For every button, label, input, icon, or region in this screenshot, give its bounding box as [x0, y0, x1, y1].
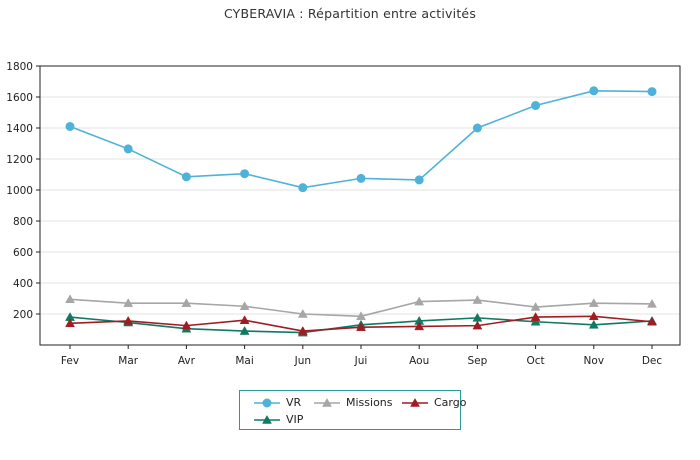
series-line-vr: [69, 89, 653, 189]
x-tick-label: Jui: [354, 355, 368, 367]
series-cargo: [65, 311, 657, 335]
data-point-cargo: [530, 312, 541, 321]
data-point-vr: [589, 86, 599, 96]
x-tick-label: Dec: [642, 355, 663, 367]
data-point-missions: [123, 298, 134, 307]
legend-label: Missions: [346, 396, 393, 409]
data-point-vr: [414, 175, 424, 185]
data-point-cargo: [356, 322, 366, 331]
series-missions: [65, 294, 657, 321]
x-tick-label: Avr: [178, 355, 196, 367]
legend-swatch: [254, 414, 280, 424]
data-point-vr: [531, 101, 541, 111]
data-point-vr: [240, 169, 250, 179]
legend-swatch: [254, 398, 280, 408]
data-point-vr: [647, 87, 657, 97]
x-tick-label: Oct: [527, 355, 545, 367]
data-point-missions: [530, 302, 541, 311]
y-tick-label: 1000: [6, 185, 33, 197]
x-tick-label: Mar: [118, 355, 138, 367]
x-tick-label: Aou: [409, 355, 429, 367]
y-tick-label: 1400: [6, 123, 33, 135]
x-tick-label: Mai: [235, 355, 253, 367]
data-point-missions: [647, 298, 657, 308]
data-point-cargo: [239, 315, 250, 324]
data-point-cargo: [123, 315, 134, 325]
data-point-cargo: [588, 311, 599, 321]
x-axis: Fev Mar Avr Mai Jun Jui Aou Sep Oct Nov Dec: [61, 345, 662, 367]
y-tick-label: 600: [13, 247, 33, 259]
legend-marker: [322, 397, 332, 407]
data-point-vip: [588, 319, 599, 329]
data-point-missions: [181, 298, 192, 307]
chart-title: CYBERAVIA : Répartition entre activités: [223, 6, 477, 21]
data-point-missions: [356, 311, 366, 321]
data-point-vr: [181, 172, 191, 182]
legend-swatch: [402, 397, 428, 407]
legend-label: VR: [286, 396, 302, 409]
data-point-missions: [239, 301, 250, 310]
legend-label: VIP: [286, 413, 304, 426]
y-tick-label: 400: [13, 278, 33, 290]
legend-label: Cargo: [434, 396, 467, 409]
x-tick-label: Nov: [584, 355, 605, 367]
legend-marker: [262, 398, 272, 408]
x-tick-label: Fev: [61, 355, 79, 367]
y-tick-label: 1600: [6, 92, 33, 104]
data-point-vr: [298, 183, 308, 193]
y-axis: 200 400 600 800 1000 1200 1400 1600 1800: [6, 61, 40, 321]
y-tick-label: 1800: [6, 61, 33, 73]
data-point-cargo: [414, 321, 425, 331]
data-point-missions: [414, 296, 425, 306]
y-tick-label: 1200: [6, 154, 33, 166]
legend-marker: [410, 397, 420, 407]
data-point-missions: [472, 295, 483, 304]
legend-swatch: [314, 397, 340, 407]
data-point-missions: [65, 294, 75, 304]
data-point-vr: [123, 144, 133, 154]
data-point-cargo: [65, 318, 75, 328]
legend-marker: [262, 414, 272, 424]
data-point-vr: [356, 173, 366, 183]
series-layer: [65, 86, 657, 337]
data-point-missions: [588, 298, 599, 307]
series-vr: [65, 86, 657, 193]
data-point-vr: [65, 121, 75, 131]
data-point-vip: [239, 326, 250, 335]
data-point-cargo: [472, 320, 483, 330]
x-tick-label: Sep: [468, 355, 488, 367]
x-tick-label: Jun: [294, 355, 311, 367]
data-point-cargo: [297, 326, 308, 335]
data-point-cargo: [647, 316, 657, 326]
data-point-vip: [530, 316, 541, 326]
legend: VR Missions Cargo VIP: [239, 390, 466, 430]
y-tick-label: 200: [13, 309, 33, 321]
grid-layer: [40, 96, 680, 315]
data-point-missions: [297, 308, 308, 318]
y-tick-label: 800: [13, 216, 33, 228]
plot-frame: [39, 65, 681, 346]
data-point-cargo: [181, 320, 192, 330]
data-point-vr: [472, 123, 482, 133]
